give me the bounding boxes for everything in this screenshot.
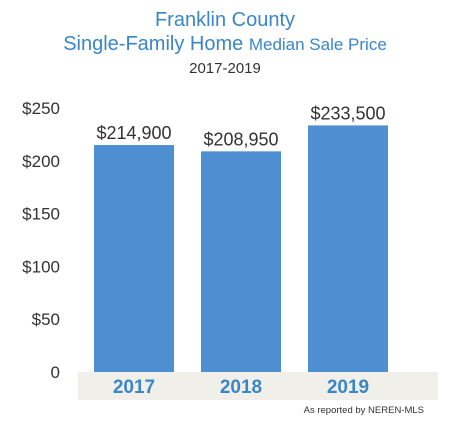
y-tick-label: $200 (22, 152, 60, 171)
x-axis-band (78, 372, 438, 400)
source-footnote: As reported by NEREN-MLS (303, 405, 424, 416)
data-label-2017: $214,900 (96, 123, 171, 143)
y-tick-label: 0 (51, 363, 60, 382)
y-tick-label: $250 (22, 99, 60, 118)
x-tick-label-2018: 2018 (220, 377, 262, 398)
x-tick-label-2017: 2017 (113, 377, 155, 398)
y-tick-label: $50 (32, 310, 60, 329)
x-tick-label-2019: 2019 (327, 377, 369, 398)
data-label-2019: $233,500 (310, 103, 385, 123)
chart-title-line1: Franklin County (154, 9, 296, 31)
bar-2019 (308, 125, 388, 372)
chart-title-line2-main: Single-Family Home (63, 33, 244, 55)
chart-title-line2-rest: Median Sale Price (248, 35, 387, 54)
y-tick-label: $150 (22, 205, 60, 224)
chart-title-line2: Single-Family Home Median Sale Price (0, 32, 450, 57)
bar-2017 (94, 145, 174, 372)
y-tick-label: $100 (22, 257, 60, 276)
chart-title-block: Franklin County Single-Family Home Media… (0, 8, 450, 79)
data-label-2018: $208,950 (203, 129, 278, 149)
chart-subtitle: 2017-2019 (189, 60, 261, 77)
bar-2018 (201, 151, 281, 372)
